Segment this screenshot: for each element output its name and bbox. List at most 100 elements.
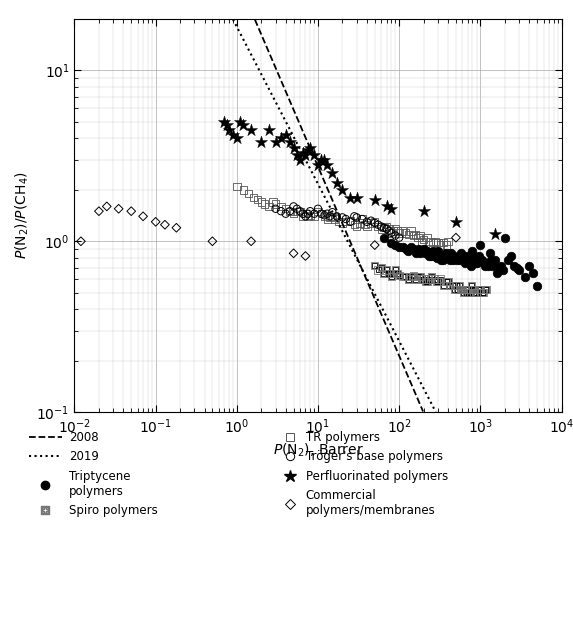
Point: [305, 143, 315, 153]
Point: [479, 288, 488, 298]
Point: [450, 251, 459, 261]
Point: [461, 285, 470, 295]
Point: [244, 188, 253, 198]
Point: [350, 211, 359, 221]
Point: [437, 255, 446, 265]
Point: [313, 206, 323, 216]
Point: [387, 271, 396, 281]
Point: [413, 271, 422, 281]
Point: [424, 274, 433, 284]
Point: [471, 255, 480, 265]
Point: [76, 236, 85, 247]
Point: [367, 216, 376, 226]
Point: [433, 238, 442, 248]
Point: [346, 217, 355, 227]
Point: [424, 274, 433, 284]
Point: [470, 285, 479, 295]
Point: [419, 244, 428, 254]
Point: [422, 233, 431, 243]
Point: [448, 281, 457, 291]
Point: [395, 228, 404, 238]
Point: [454, 251, 463, 261]
Point: [419, 274, 428, 284]
Point: [332, 211, 342, 221]
Point: [350, 219, 359, 230]
Point: [374, 265, 383, 275]
Point: [481, 285, 490, 295]
Point: [442, 276, 451, 287]
Point: [296, 206, 305, 216]
Point: [430, 274, 439, 284]
Point: [444, 236, 453, 247]
Point: [384, 224, 394, 234]
Point: [411, 274, 421, 284]
Point: [427, 251, 436, 261]
Point: [342, 214, 351, 224]
Point: [422, 276, 431, 287]
Point: [395, 271, 404, 281]
Point: [469, 288, 478, 298]
Point: [317, 209, 326, 219]
Point: [393, 268, 402, 278]
Point: [285, 137, 295, 147]
Point: [411, 229, 421, 239]
Point: [448, 281, 457, 291]
Point: [260, 199, 269, 209]
Point: [330, 214, 339, 224]
Point: [433, 276, 442, 287]
Point: [395, 271, 404, 281]
Point: [439, 281, 448, 291]
Point: [301, 209, 310, 219]
Point: [455, 281, 464, 291]
Point: [303, 209, 312, 219]
Point: [338, 184, 347, 195]
Point: [374, 219, 383, 230]
Point: [467, 257, 476, 268]
Point: [393, 268, 402, 278]
Point: [466, 288, 475, 298]
Point: [303, 145, 312, 155]
Point: [482, 285, 492, 295]
Point: [334, 217, 343, 227]
Point: [472, 288, 481, 298]
Point: [481, 285, 490, 295]
Point: [459, 255, 468, 265]
Point: [417, 274, 426, 284]
Point: [376, 262, 386, 273]
Point: [449, 255, 458, 265]
Point: [323, 214, 332, 224]
Point: [417, 274, 426, 284]
Point: [512, 262, 521, 273]
Point: [435, 274, 445, 284]
Point: [470, 285, 479, 295]
Point: [382, 221, 391, 231]
Point: [442, 276, 451, 287]
Point: [271, 204, 280, 214]
Point: [389, 268, 398, 278]
Point: [481, 261, 490, 271]
Point: [151, 217, 160, 227]
Point: [430, 251, 439, 261]
Point: [338, 212, 347, 223]
Point: [515, 265, 524, 275]
Point: [102, 202, 111, 212]
Point: [406, 226, 415, 236]
Point: [452, 217, 461, 227]
Point: [384, 268, 394, 278]
Point: [453, 285, 462, 295]
Point: [477, 288, 486, 298]
Point: [481, 285, 490, 295]
Point: [466, 261, 475, 271]
Point: [452, 233, 461, 243]
Point: [428, 238, 437, 248]
Point: [406, 242, 415, 252]
Y-axis label: $P$(N$_2$)/$P$(CH$_4$): $P$(N$_2$)/$P$(CH$_4$): [14, 172, 31, 259]
Point: [384, 268, 394, 278]
Point: [460, 257, 469, 268]
X-axis label: $P$(N$_2$), Barrer: $P$(N$_2$), Barrer: [273, 441, 363, 458]
Point: [246, 236, 256, 247]
Point: [476, 285, 485, 295]
Point: [452, 281, 461, 291]
Point: [382, 265, 391, 275]
Point: [382, 265, 391, 275]
